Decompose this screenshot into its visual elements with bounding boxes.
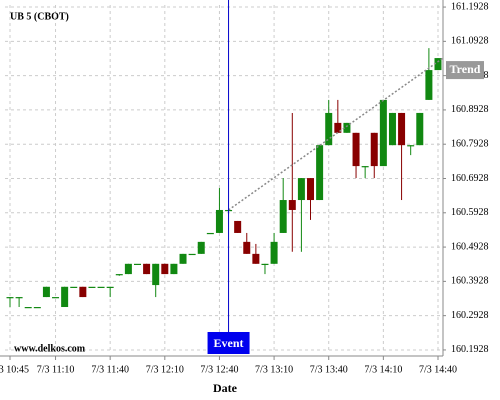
x-tick-label: 7/3 11:40 xyxy=(91,364,129,375)
candle-body xyxy=(425,70,433,100)
candle-body xyxy=(33,307,41,309)
candle-body xyxy=(6,297,14,299)
candle-body xyxy=(79,286,87,298)
candle-body xyxy=(97,286,105,288)
candle-body xyxy=(325,112,333,146)
candle-body xyxy=(124,263,132,275)
candle-body xyxy=(379,99,387,167)
candle-body xyxy=(161,263,169,275)
event-box xyxy=(207,332,250,354)
candle-body xyxy=(143,263,151,275)
candle-body xyxy=(234,220,242,233)
x-tick-label: 7/3 12:10 xyxy=(146,364,184,375)
y-tick-label: 160.2928 xyxy=(451,310,489,321)
candle-body xyxy=(15,297,23,299)
candle-body xyxy=(115,274,123,276)
candle-body xyxy=(288,200,296,210)
x-tick-label: 7/3 13:40 xyxy=(310,364,348,375)
candle-body xyxy=(361,166,369,168)
candle-body xyxy=(179,253,187,264)
x-tick-label: 7/3 11:10 xyxy=(37,364,75,375)
candle-body xyxy=(42,286,50,298)
trend-label: Trend xyxy=(450,62,481,76)
candle-body xyxy=(261,263,269,266)
candle-body xyxy=(252,253,260,264)
candle-body xyxy=(188,253,196,256)
y-tick-label: 160.5928 xyxy=(451,207,489,218)
candle-body xyxy=(370,132,378,167)
candle-body xyxy=(388,112,396,146)
candle-body xyxy=(416,112,424,146)
y-tick-label: 160.3928 xyxy=(451,276,489,287)
candle-body xyxy=(24,307,32,309)
x-tick-label: 7/3 14:40 xyxy=(419,364,457,375)
candle-body xyxy=(61,286,69,308)
y-tick-label: 161.1928 xyxy=(451,1,489,12)
candle-body xyxy=(434,58,442,71)
watermark: www.delkos.com xyxy=(14,343,86,354)
overlay: 160.1928 160.2928 160.3928 160.4928 160.5928… xyxy=(0,0,489,375)
candle-body xyxy=(343,122,351,133)
candle-body xyxy=(407,145,415,147)
candle-body xyxy=(206,232,214,235)
candle-body xyxy=(398,112,406,146)
x-tick-label: 7/3 13:10 xyxy=(255,364,293,375)
candle-body xyxy=(316,145,324,201)
candle-body xyxy=(70,286,78,288)
y-tick-label: 160.4928 xyxy=(451,241,489,252)
candle-body xyxy=(52,297,60,299)
candle-body xyxy=(297,178,305,201)
y-tick-label: 160.6928 xyxy=(451,173,489,184)
candle-body xyxy=(88,286,96,288)
candle-body xyxy=(334,122,342,133)
candle-body xyxy=(307,178,315,201)
candle-body xyxy=(152,263,160,286)
event-label: Event xyxy=(214,336,244,350)
x-axis-label: Date xyxy=(213,381,238,395)
x-tick-label: 7/3 14:10 xyxy=(364,364,402,375)
candle-body xyxy=(170,263,178,275)
candles xyxy=(6,48,442,309)
candle-body xyxy=(133,263,141,266)
candle-body xyxy=(243,241,251,254)
trend-label-box xyxy=(446,61,484,80)
candle-body xyxy=(215,209,223,233)
y-tick-label: 160.8928 xyxy=(451,104,489,115)
candle-body xyxy=(279,200,287,233)
candle-body xyxy=(270,241,278,264)
candle-body xyxy=(352,132,360,167)
x-tick-label: 7/3 10:45 xyxy=(0,364,29,375)
x-tick-label: 7/3 12:40 xyxy=(200,364,238,375)
chart-title: UB 5 (CBOT) xyxy=(10,11,69,22)
candle-body xyxy=(197,241,205,254)
y-tick-label: 161.0928 xyxy=(451,36,489,47)
y-tick-label: 160.1928 xyxy=(451,344,489,355)
y-tick-label: 160.7928 xyxy=(451,139,489,150)
candle-body xyxy=(106,286,114,288)
